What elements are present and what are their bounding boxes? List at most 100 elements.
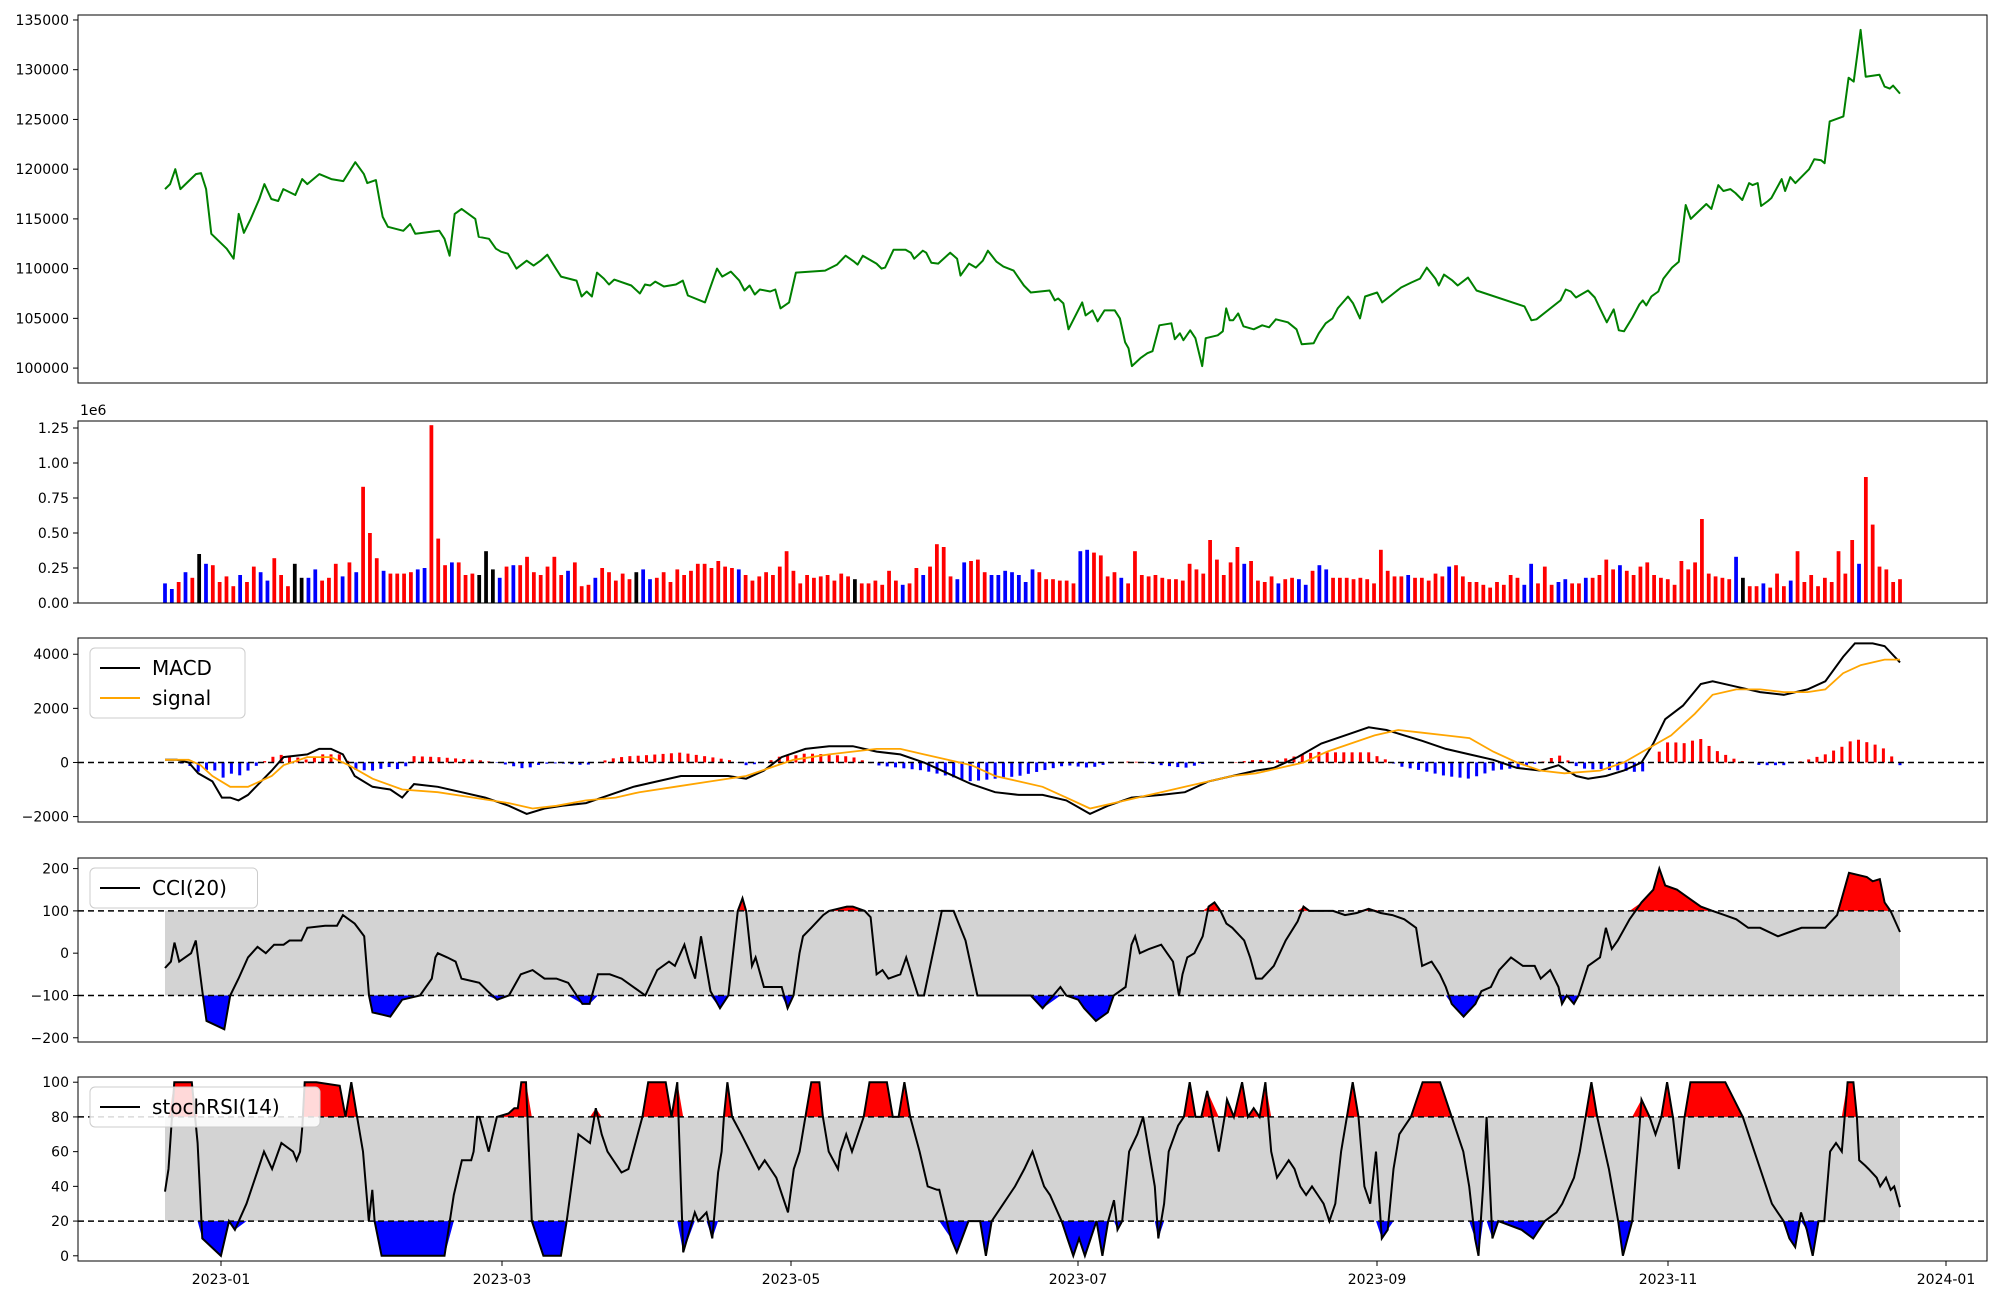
price-ytick-label: 125000 — [16, 112, 69, 128]
x-tick-label: 2023-03 — [473, 1272, 532, 1288]
volume-bar — [1754, 586, 1759, 603]
volume-bar — [477, 575, 482, 603]
volume-bar — [866, 583, 871, 603]
macd-hist-bar — [1624, 762, 1628, 771]
volume-bar — [1146, 576, 1151, 603]
macd-hist-bar — [1358, 752, 1362, 763]
volume-bar — [1351, 579, 1356, 603]
macd-hist-bar — [1417, 762, 1421, 770]
macd-hist-bar — [1765, 762, 1769, 766]
stochrsi-ytick-label: 0 — [60, 1249, 69, 1265]
macd-hist-bar — [752, 762, 756, 765]
macd-ytick-label: 0 — [60, 755, 69, 771]
volume-bar — [880, 584, 885, 603]
macd-hist-bar — [512, 762, 516, 767]
macd-hist-bar — [1591, 762, 1595, 770]
volume-bar — [1256, 580, 1260, 603]
volume-bar — [743, 575, 748, 603]
volume-bar — [169, 589, 174, 603]
volume-bar — [1624, 570, 1629, 603]
volume-bar — [1262, 582, 1267, 603]
volume-bar — [450, 562, 454, 603]
volume-bar — [586, 584, 591, 603]
volume-bar — [190, 577, 195, 603]
volume-bar — [784, 551, 789, 603]
macd-hist-bar — [1151, 762, 1155, 765]
volume-bar — [1037, 572, 1042, 603]
stochrsi-ytick-label: 40 — [51, 1179, 69, 1195]
macd-hist-bar — [918, 762, 922, 771]
stochrsi-band — [165, 1116, 1900, 1222]
volume-bar — [1385, 570, 1390, 603]
volume-bar — [975, 559, 980, 603]
volume-bar — [395, 573, 400, 603]
volume-bar — [1303, 584, 1308, 603]
x-tick-label: 2023-09 — [1348, 1272, 1407, 1288]
volume-bar — [798, 583, 803, 603]
volume-bar — [825, 575, 830, 603]
volume-bar — [887, 570, 891, 603]
volume-bar — [1413, 577, 1417, 603]
volume-bar — [962, 562, 967, 603]
volume-bar — [1044, 579, 1049, 603]
volume-ytick-label: 0.25 — [38, 561, 69, 577]
volume-bar — [272, 558, 277, 603]
macd-hist-bar — [1375, 756, 1379, 763]
macd-hist-bar — [827, 754, 831, 763]
macd-hist-bar — [960, 762, 964, 780]
macd-hist-bar — [943, 762, 947, 776]
volume-bar — [1556, 582, 1561, 603]
cci-line — [164, 865, 1901, 1031]
macd-hist-bar — [1267, 760, 1271, 763]
volume-bar — [1215, 559, 1219, 603]
volume-bar — [1392, 576, 1397, 603]
macd-hist-bar — [927, 762, 931, 772]
macd-hist-bar — [586, 762, 590, 765]
volume-bar — [470, 573, 475, 603]
volume-bar — [1092, 552, 1096, 603]
macd-hist-bar — [1848, 741, 1852, 763]
x-tick-label: 2023-01 — [192, 1272, 251, 1288]
volume-bar — [894, 580, 898, 603]
volume-bar — [1822, 577, 1827, 603]
volume-bar — [955, 579, 960, 603]
macd-hist-bar — [1275, 760, 1279, 763]
macd-hist-bar — [719, 758, 723, 763]
volume-bar — [1297, 579, 1301, 603]
volume-bar — [292, 563, 297, 603]
macd-hist-bar — [420, 756, 424, 763]
volume-bar — [757, 576, 762, 603]
volume-bar — [531, 572, 536, 603]
macd-hist-bar — [1840, 746, 1844, 763]
price-ytick-label: 115000 — [16, 212, 69, 228]
volume-bar — [1549, 584, 1554, 603]
cci-ytick-label: 100 — [42, 904, 69, 920]
macd-hist-bar — [1607, 762, 1611, 771]
macd-hist-bar — [1317, 751, 1321, 763]
macd-hist-bar — [1641, 762, 1645, 772]
volume-bar — [934, 544, 939, 603]
macd-hist-bar — [894, 762, 898, 768]
volume-bar — [368, 533, 372, 603]
volume-bar — [914, 568, 919, 603]
volume-bar — [1071, 583, 1076, 603]
volume-bar — [265, 580, 270, 603]
cci-band — [165, 910, 1900, 996]
volume-bar — [900, 584, 905, 603]
macd-hist-bar — [1450, 762, 1454, 777]
volume-bar — [1645, 562, 1650, 603]
price-frame — [77, 14, 1988, 384]
volume-bar — [846, 576, 850, 603]
volume-bar — [176, 582, 181, 603]
volume-bar — [805, 575, 809, 603]
macd-hist-bar — [1242, 761, 1246, 763]
volume-bar — [1836, 551, 1841, 603]
volume-bar — [217, 582, 222, 603]
volume-bar — [1153, 575, 1158, 603]
macd-hist-bar — [1001, 762, 1005, 778]
macd-hist-bar — [1682, 743, 1686, 763]
macd-hist-bar — [288, 755, 292, 763]
macd-hist-bar — [1516, 762, 1520, 768]
volume-bar — [374, 558, 379, 603]
